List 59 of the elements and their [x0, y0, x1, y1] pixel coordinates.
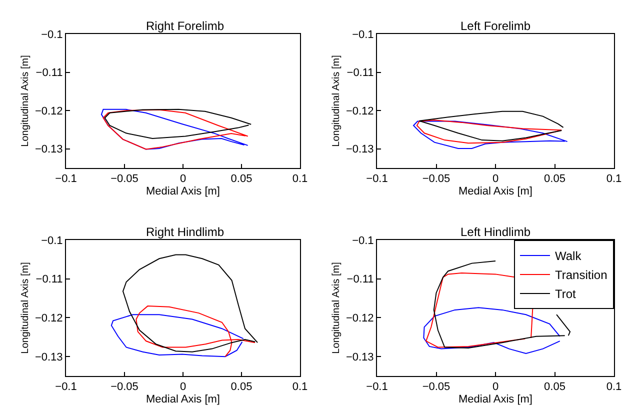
x-tick-label: 0.1	[292, 381, 308, 394]
x-axis-title: Medial Axis [m]	[146, 185, 220, 198]
x-tick-label: −0.05	[422, 173, 450, 186]
x-tick-label: 0.1	[606, 381, 622, 394]
chart-title: Right Forelimb	[146, 19, 224, 33]
x-axis-title: Medial Axis [m]	[458, 393, 532, 406]
x-tick-label: 0.05	[544, 173, 566, 186]
x-tick-label: 0.05	[230, 381, 252, 394]
line-series	[416, 120, 562, 144]
y-tick-label: −0.11	[346, 274, 374, 286]
x-tick-label: 0	[492, 173, 499, 186]
y-tick-label: −0.12	[346, 312, 374, 325]
y-tick-label: −0.12	[34, 105, 63, 118]
x-tick-label: 0.05	[544, 381, 566, 394]
x-tick-label: −0.05	[110, 173, 138, 186]
legend-label: Trot	[555, 287, 577, 302]
x-tick-label: 0	[180, 381, 186, 394]
x-tick-label: 0.1	[606, 173, 622, 186]
line-series	[413, 120, 568, 149]
y-axis-title: Longitudinal Axis [m]	[20, 54, 31, 147]
line-series	[122, 254, 258, 352]
y-tick-label: −0.12	[34, 312, 63, 325]
x-axis-title: Medial Axis [m]	[146, 393, 220, 406]
x-tick-label: 0	[180, 173, 186, 186]
y-tick-label: −0.12	[346, 105, 374, 118]
x-tick-label: −0.1	[366, 173, 388, 186]
y-tick-label: −0.13	[34, 144, 63, 156]
line-series	[136, 306, 256, 358]
line-series	[418, 110, 564, 142]
x-tick-label: −0.1	[366, 381, 388, 394]
x-tick-label: 0.05	[230, 173, 252, 186]
y-tick-label: −0.1	[41, 234, 63, 247]
chart-title: Left Forelimb	[460, 19, 531, 33]
y-axis-title: Longitudinal Axis [m]	[330, 262, 342, 354]
y-tick-label: −0.13	[34, 351, 63, 364]
x-tick-label: −0.1	[55, 173, 77, 186]
chart-title: Right Hindlimb	[146, 225, 224, 239]
y-tick-label: −0.13	[346, 351, 374, 364]
y-tick-label: −0.1	[352, 234, 374, 247]
x-tick-label: −0.1	[55, 381, 77, 394]
legend-label: Transition	[555, 268, 608, 282]
x-tick-label: 0.1	[292, 173, 308, 186]
y-axis-title: Longitudinal Axis [m]	[330, 54, 342, 147]
line-series	[423, 307, 560, 354]
x-tick-label: −0.05	[110, 381, 138, 394]
x-tick-label: −0.05	[422, 381, 450, 394]
line-series	[110, 314, 244, 358]
chart-title: Left Hindlimb	[460, 225, 531, 239]
y-tick-label: −0.1	[352, 28, 374, 41]
y-tick-label: −0.13	[346, 144, 374, 156]
legend-label: Walk	[555, 249, 582, 264]
line-series	[104, 108, 252, 140]
y-tick-label: −0.11	[346, 67, 374, 80]
y-tick-label: −0.11	[36, 67, 63, 80]
y-tick-label: −0.11	[36, 274, 63, 286]
y-axis-title: Longitudinal Axis [m]	[20, 262, 31, 354]
y-tick-label: −0.1	[41, 28, 63, 41]
x-axis-title: Medial Axis [m]	[458, 185, 532, 198]
x-tick-label: 0	[492, 381, 499, 394]
